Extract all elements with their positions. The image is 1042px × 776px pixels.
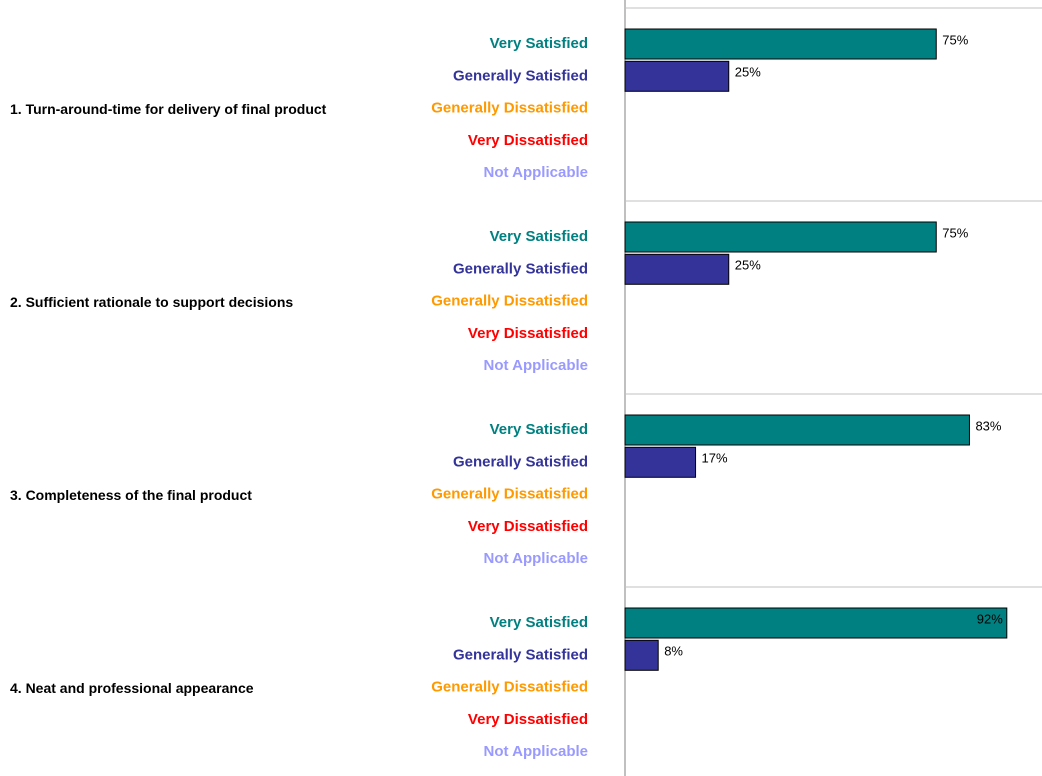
category-label: Very Dissatisfied [468, 132, 588, 149]
question-label: 4. Neat and professional appearance [10, 679, 254, 696]
bar [624, 639, 659, 671]
category-label: Generally Satisfied [453, 260, 588, 277]
category-label: Not Applicable [484, 743, 588, 760]
bar [624, 60, 730, 92]
category-label: Very Satisfied [490, 228, 588, 245]
data-label: 8% [664, 644, 683, 659]
bar [624, 607, 1008, 639]
category-label: Generally Satisfied [453, 646, 588, 663]
data-label: 92% [977, 611, 1003, 626]
question-label: 1. Turn-around-time for delivery of fina… [10, 100, 327, 117]
category-label: Very Dissatisfied [468, 518, 588, 535]
category-label: Very Satisfied [490, 614, 588, 631]
data-label: 17% [702, 451, 728, 466]
data-label: 25% [735, 65, 761, 80]
data-label: 83% [975, 418, 1001, 433]
category-label: Very Dissatisfied [468, 711, 588, 728]
bar [624, 414, 970, 446]
question-label: 2. Sufficient rationale to support decis… [10, 293, 294, 310]
category-label: Generally Satisfied [453, 453, 588, 470]
category-label: Not Applicable [484, 357, 588, 374]
category-label: Very Satisfied [490, 35, 588, 52]
category-label: Very Dissatisfied [468, 325, 588, 342]
bar [624, 28, 937, 60]
category-label: Not Applicable [484, 164, 588, 181]
bar [624, 221, 937, 253]
data-label: 25% [735, 258, 761, 273]
bar [624, 253, 730, 285]
category-label: Generally Dissatisfied [431, 486, 588, 503]
category-label: Generally Satisfied [453, 67, 588, 84]
data-label: 75% [942, 225, 968, 240]
question-label: 3. Completeness of the final product [10, 486, 252, 503]
category-label: Generally Dissatisfied [431, 679, 588, 696]
category-label: Generally Dissatisfied [431, 293, 588, 310]
category-label: Not Applicable [484, 550, 588, 567]
data-label: 75% [942, 32, 968, 47]
category-label: Very Satisfied [490, 421, 588, 438]
category-label: Generally Dissatisfied [431, 100, 588, 117]
bar [624, 446, 697, 478]
